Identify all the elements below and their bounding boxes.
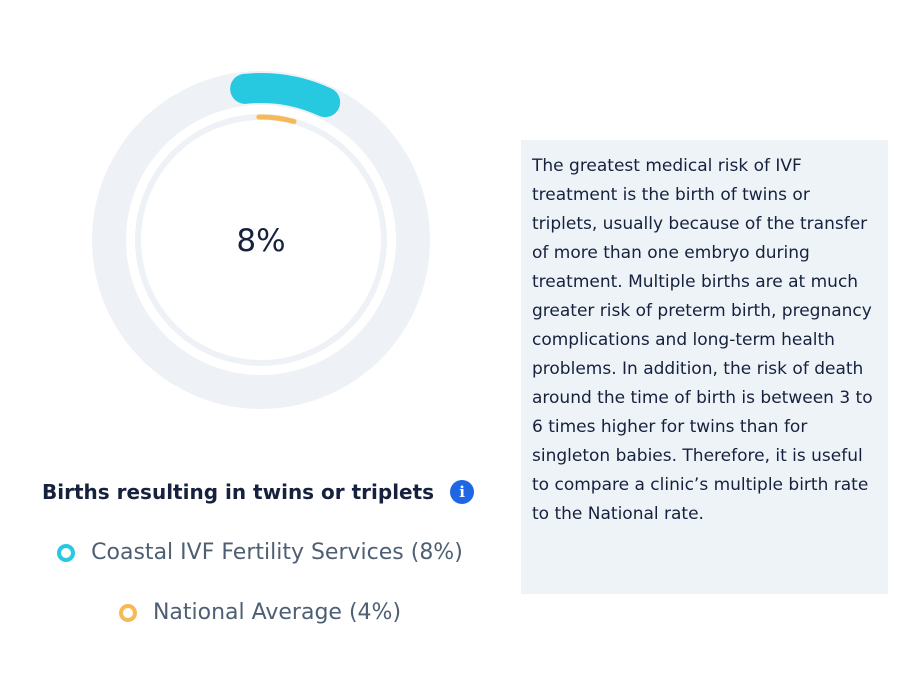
legend-label: Coastal IVF Fertility Services (8%) [91,540,463,565]
info-icon[interactable]: i [450,480,475,504]
center-value-label: 8% [236,223,285,259]
clinic-rate-arc [230,73,341,118]
info-panel: The greatest medical risk of IVF treatme… [521,140,888,594]
circle-marker-icon [57,543,76,562]
donut-chart: 8% [92,71,430,409]
chart-title: Births resulting in twins or triplets i [42,480,475,504]
national-rate-arc [256,114,297,125]
circle-marker-icon [118,603,137,622]
chart-title-text: Births resulting in twins or triplets [42,480,435,504]
info-panel-text: The greatest medical risk of IVF treatme… [532,156,873,524]
legend-label: National Average (4%) [152,600,402,625]
legend-item-clinic: Coastal IVF Fertility Services (8%) [0,540,520,565]
legend-item-national: National Average (4%) [0,600,520,625]
